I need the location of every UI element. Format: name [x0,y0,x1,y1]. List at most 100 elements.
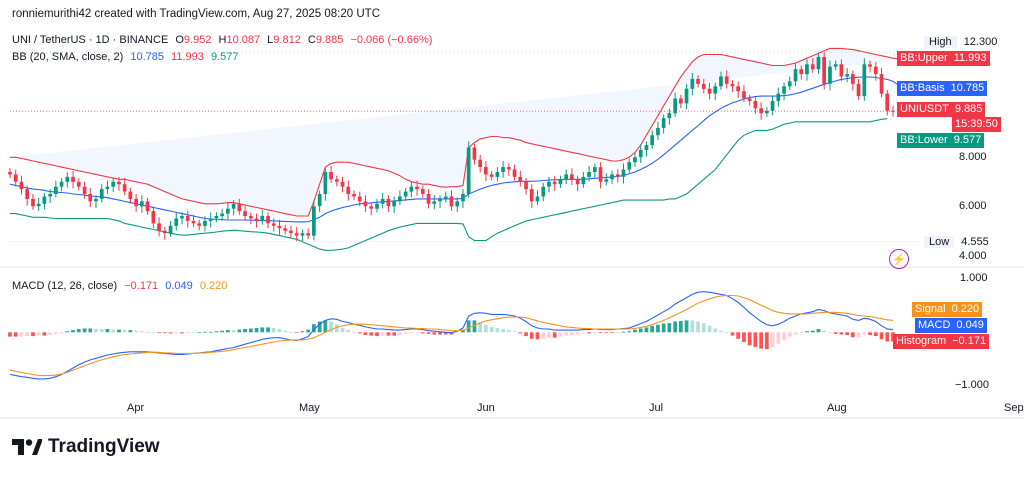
candle-body [111,181,115,187]
candle-body [54,186,58,194]
histogram-bar [547,332,551,338]
candle-body [409,186,414,192]
countdown-value: 15:39:50 [952,117,1001,132]
candle-body [466,147,471,194]
candle-body [266,216,270,224]
candle-body [369,206,374,209]
histogram-bar [42,332,47,336]
histogram-bar [535,332,540,340]
histogram-bar [575,332,580,335]
candle-body [547,181,551,187]
histogram-bar [661,323,666,333]
histogram-bar [484,324,488,333]
candle-body [31,198,35,207]
histogram-bar [335,324,339,333]
candle-body [340,181,345,187]
candle-body [765,110,769,114]
candle-body [283,228,288,231]
candle-body [512,169,517,177]
histogram-bar [833,332,838,334]
candle-body [856,83,861,97]
candle-body [753,101,758,109]
histogram-bar [856,332,861,338]
high-marker-value: 12.300 [963,36,998,48]
histogram-bar [879,332,884,340]
candle-body [260,216,265,221]
histogram-bar [587,332,591,334]
candle-body [323,172,328,194]
candle-body [306,233,310,236]
histogram-bar [851,332,855,338]
histogram-bar [151,332,156,334]
histogram-bar [644,327,649,333]
histogram-bar [730,332,735,336]
histogram-bar [828,332,832,334]
candle-body [415,186,419,190]
candle-body [621,169,626,177]
histogram-bar [294,332,299,334]
histogram-bar [117,329,121,333]
histogram-bar [461,330,465,333]
histogram-bar [134,330,138,333]
candle-body [174,218,179,226]
histogram-bar [770,332,775,348]
histogram-bar [627,331,632,333]
histogram-bar [868,332,872,335]
candle-body [220,213,224,216]
histogram-bar [380,332,385,336]
bb-lower-tag: BB:Lower 9.577 [897,133,985,148]
candle-body [638,149,643,158]
histogram-bar [765,332,769,350]
candle-body [105,186,110,190]
candle-body [478,159,482,167]
candle-body [742,91,746,99]
candle-body [329,172,333,180]
candle-body [615,174,620,177]
histogram-bar [747,332,752,346]
change-value: −0.066 (−0.66%) [350,34,433,46]
tradingview-brand[interactable]: TradingView [12,436,160,458]
candle-body [443,196,448,199]
candle-body [472,147,477,160]
histogram-bar [208,331,213,333]
candle-body [289,230,293,234]
histogram-bar [512,331,517,333]
price-tick-8: 8.000 [959,151,987,163]
histogram-bar [312,324,316,333]
histogram-bar [529,332,534,339]
histogram-bar [357,332,362,334]
candle-body [885,93,890,111]
macd-indicator-name: MACD (12, 26, close) [12,280,118,292]
candle-body [633,157,637,163]
histogram-bar [300,331,305,333]
signal-tag: Signal 0.220 [912,302,983,317]
histogram-bar [88,328,93,333]
bb-lower-line [10,118,888,251]
signal-line [9,294,894,377]
histogram-bar [753,332,758,347]
histogram-bar [145,331,150,333]
candle-body [71,176,75,182]
histogram-bar [392,332,396,336]
candle-body [277,225,282,229]
candle-body [656,127,660,136]
histogram-bar [369,332,374,336]
histogram-bar [340,328,345,333]
histogram-bar [564,332,568,336]
histogram-bar [122,330,127,333]
histogram-bar [105,329,110,333]
candle-body [799,69,804,75]
lightning-icon[interactable]: ⚡ [889,249,909,269]
histogram-bar [180,332,184,334]
time-axis-label: Jul [649,402,664,414]
histogram-bar [719,330,723,333]
candle-body [484,167,488,175]
histogram-bar [615,332,620,334]
candle-body [684,88,689,104]
candle-body [449,196,454,207]
candle-body [317,194,322,207]
histogram-bar [243,329,247,333]
histogram-bar [266,327,270,333]
histogram-bar [323,320,328,333]
